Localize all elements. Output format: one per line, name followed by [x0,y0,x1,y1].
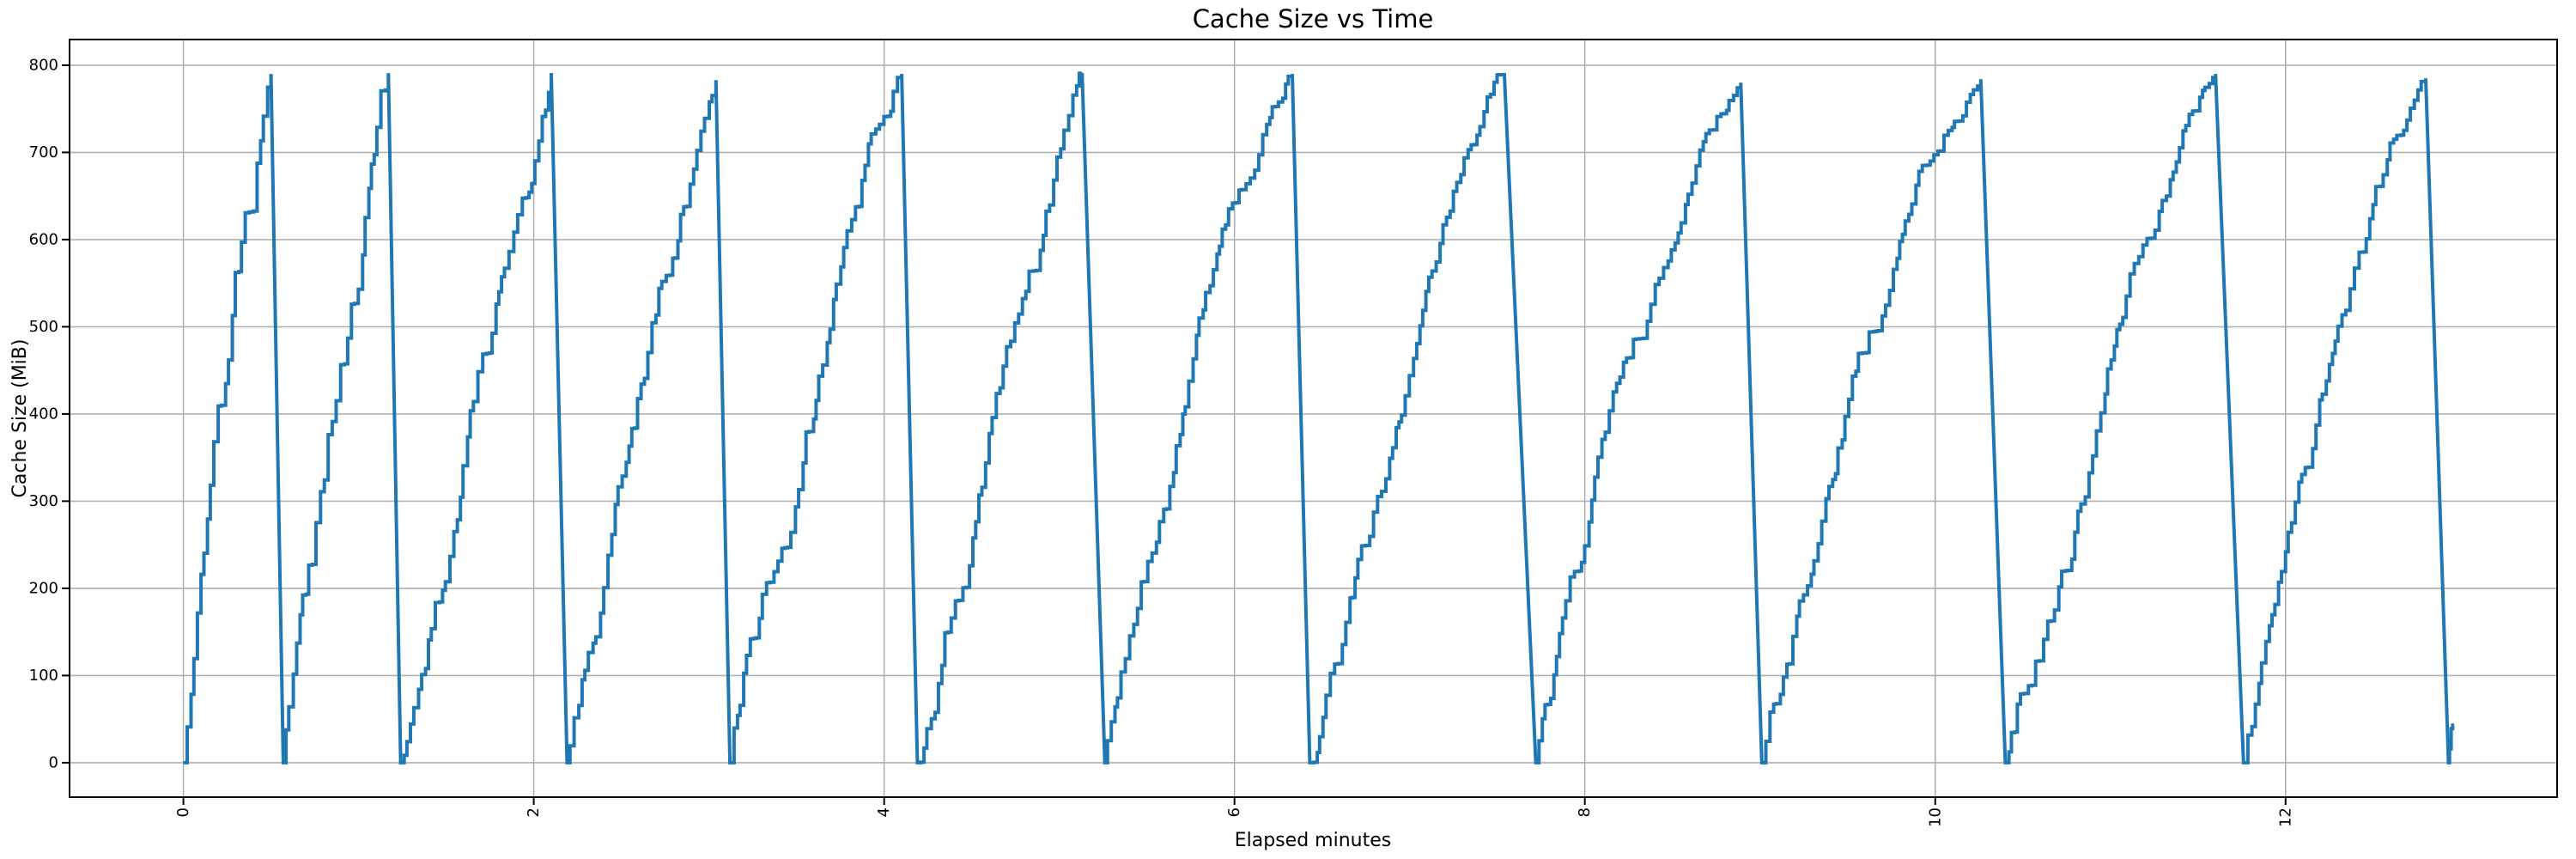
y-tick-label: 300 [29,492,58,510]
plot-border [69,39,2558,798]
y-tick-label: 600 [29,230,58,248]
y-tick-label: 800 [29,56,58,74]
y-tick-label: 0 [49,753,58,771]
y-tick-label: 400 [29,405,58,423]
x-tick-label: 0 [174,807,192,817]
cache-size-line [183,71,2455,765]
y-axis-label: Cache Size (MiB) [9,339,31,498]
y-tick-label: 500 [29,318,58,336]
x-tick-label: 6 [1225,807,1243,817]
x-tick-label: 12 [2276,807,2294,827]
x-tick-label: 4 [875,807,893,817]
chart-title: Cache Size vs Time [1193,4,1434,34]
y-tick-label: 200 [29,579,58,597]
y-tick-label: 100 [29,667,58,685]
grid-layer [70,40,2557,797]
x-tick-label: 8 [1576,807,1594,817]
x-axis-label: Elapsed minutes [1235,830,1391,851]
x-tick-label: 2 [525,807,543,817]
x-tick-label: 10 [1926,807,1944,827]
axes-layer [62,39,2558,805]
y-tick-label: 700 [29,143,58,161]
series-layer [183,71,2455,765]
tick-labels-layer: 0 2 4 6 8 10 12 0 100 200 300 400 500 600 700 800 [29,56,2295,827]
